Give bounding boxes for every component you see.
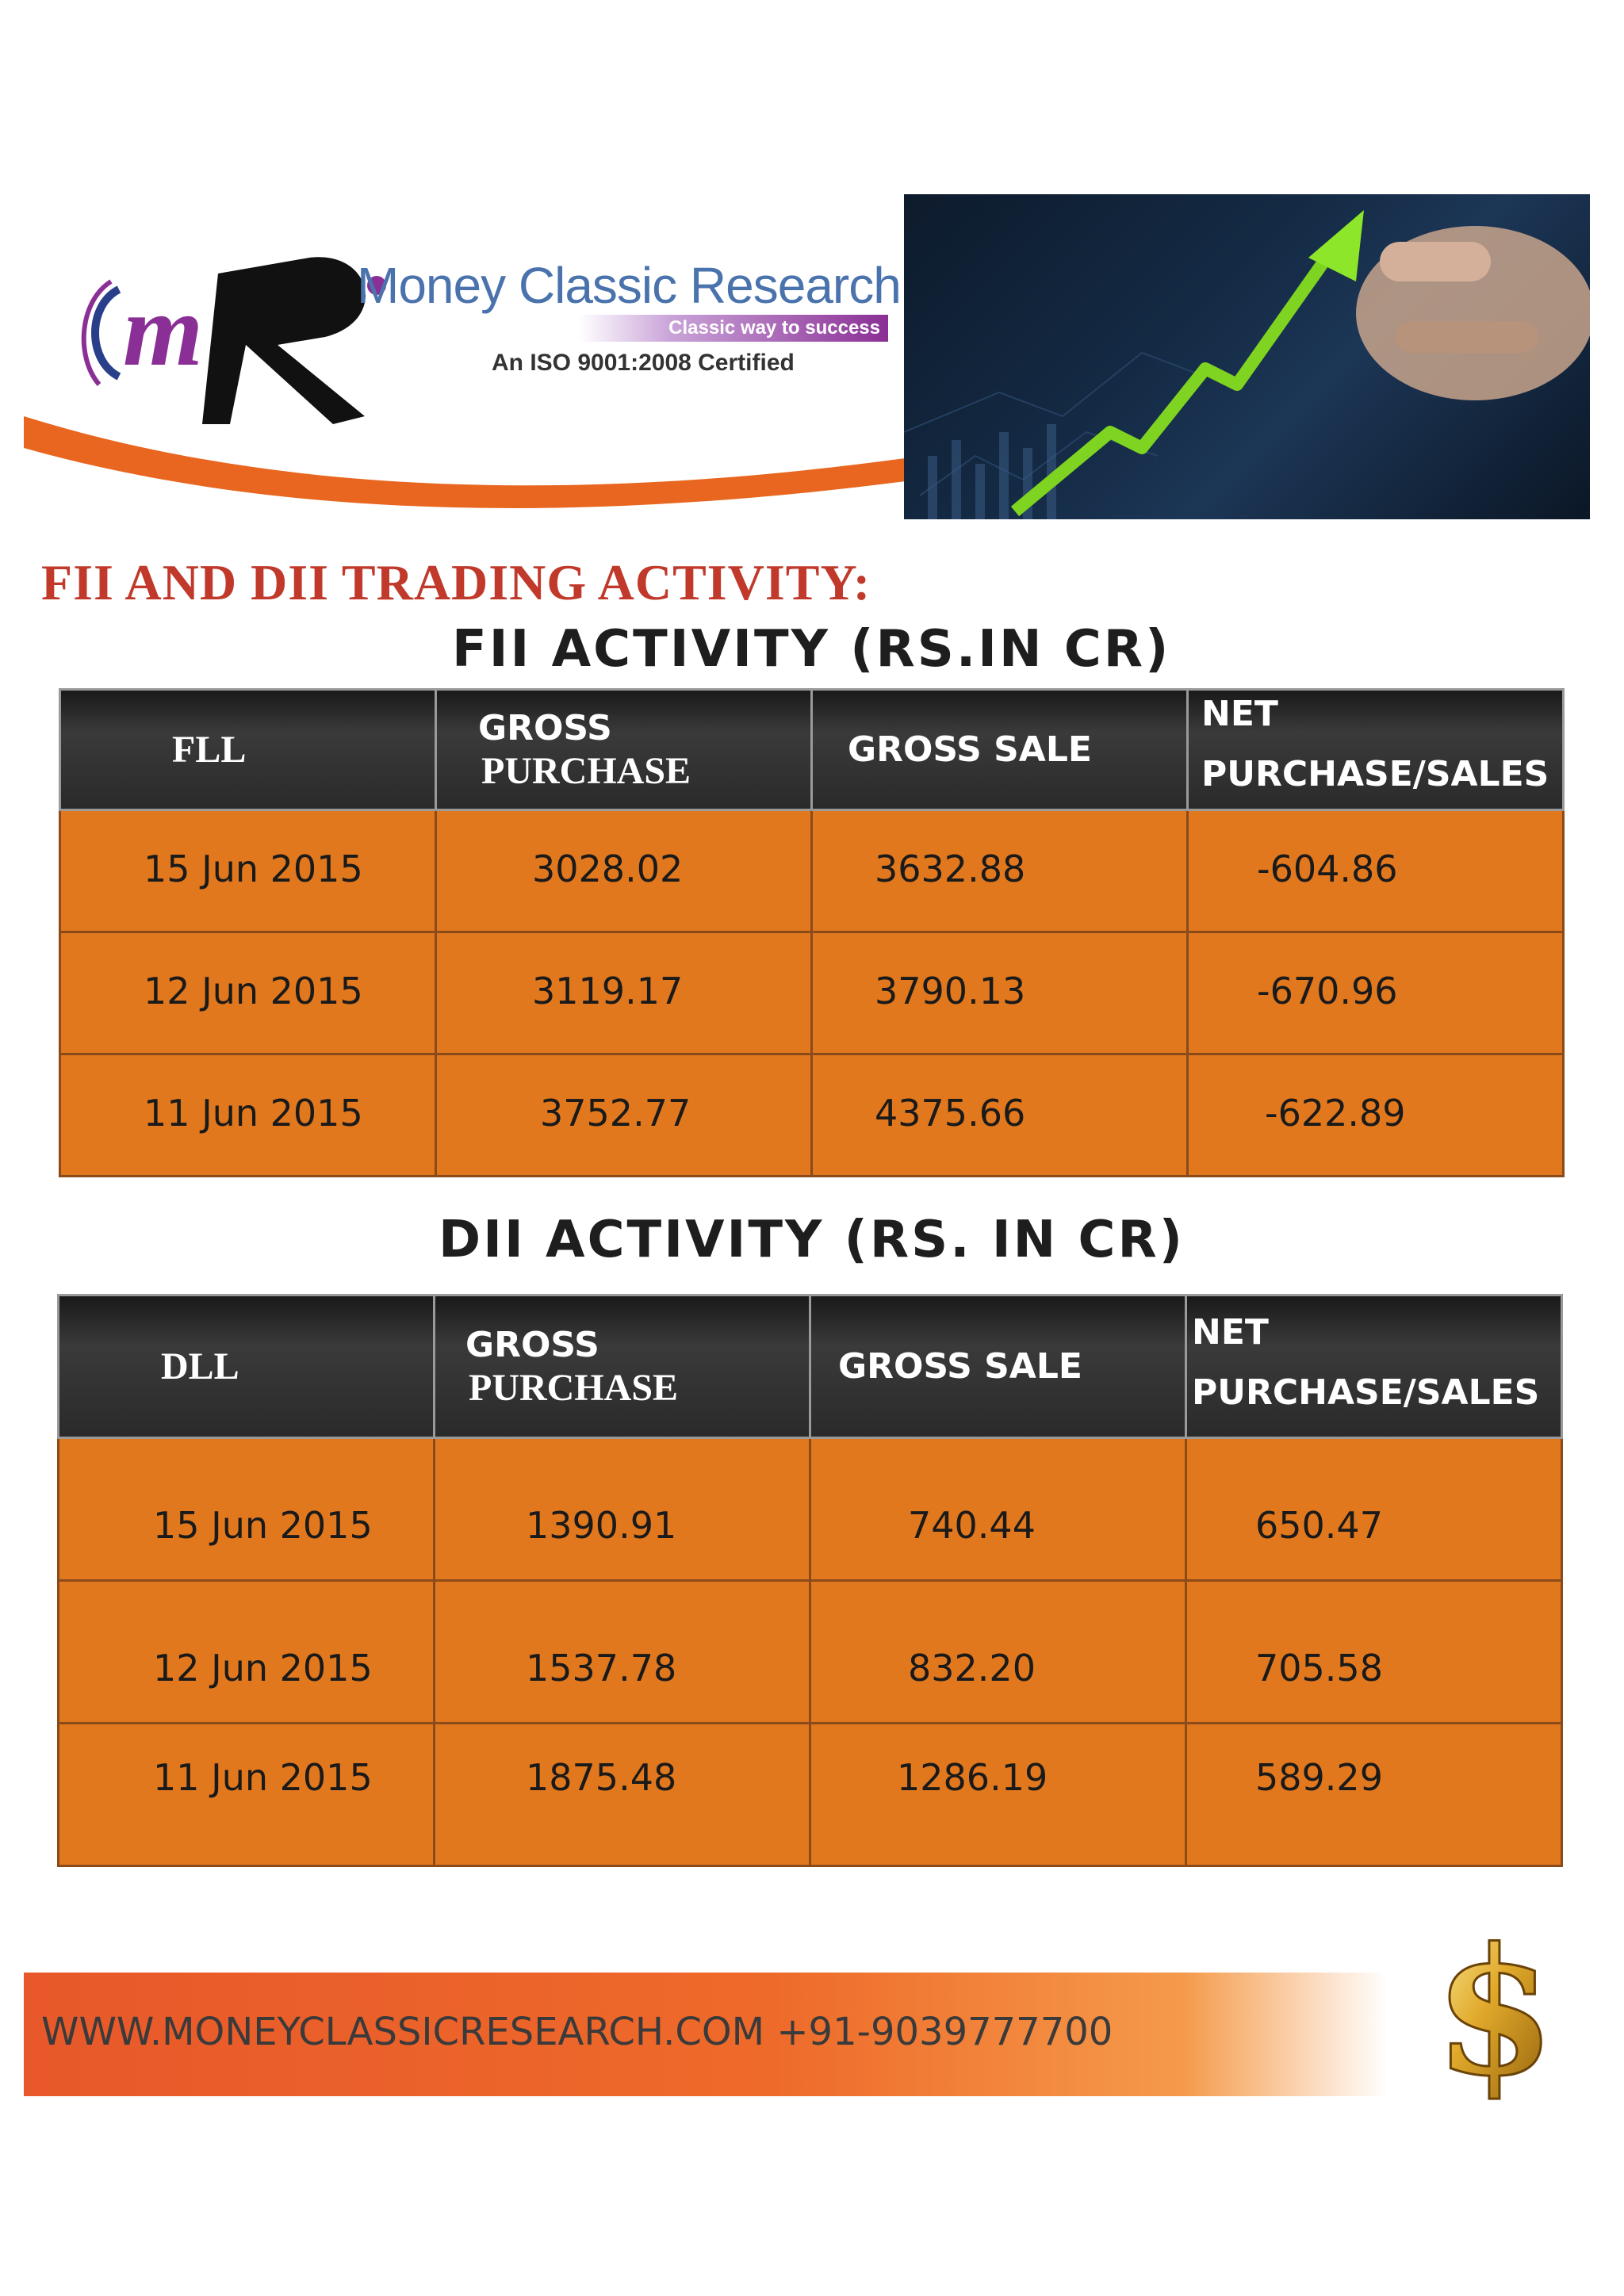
date-cell: 12 Jun 2015 <box>59 931 437 1055</box>
column-header-fll: FLL <box>59 688 437 811</box>
table-row: 15 Jun 2015 3028.02 3632.88 -604.86 <box>59 809 1565 933</box>
brand-name: Money Classic Research <box>357 257 902 314</box>
net-cell: -622.89 <box>1186 1053 1565 1177</box>
table-row: 12 Jun 2015 1537.78 832.20 705.58 <box>57 1579 1563 1724</box>
column-header-dll: DLL <box>57 1294 435 1439</box>
net-cell: 650.47 <box>1185 1437 1563 1582</box>
table-row: 11 Jun 2015 1875.48 1286.19 589.29 <box>57 1722 1563 1867</box>
date-cell: 11 Jun 2015 <box>59 1053 437 1177</box>
column-header-gross-sale: GROSS SALE <box>809 1294 1187 1439</box>
gross-purchase-cell: 3028.02 <box>435 809 813 933</box>
column-header-net-purchase-sales: NET PURCHASE/SALES <box>1186 688 1565 811</box>
table-header-row: FLL GROSS PURCHASE GROSS SALE NET PURCHA… <box>59 688 1565 811</box>
gross-purchase-cell: 1875.48 <box>433 1722 811 1867</box>
date-cell: 15 Jun 2015 <box>57 1437 435 1582</box>
page-title: FII AND DII TRADING ACTIVITY: <box>41 554 871 610</box>
gross-purchase-cell: 3119.17 <box>435 931 813 1055</box>
net-cell: 705.58 <box>1185 1579 1563 1724</box>
gross-sale-cell: 3790.13 <box>810 931 1189 1055</box>
dii-section-title: DII ACTIVITY (RS. IN CR) <box>439 1211 1185 1269</box>
date-cell: 11 Jun 2015 <box>57 1722 435 1867</box>
column-header-gross-purchase: GROSS PURCHASE <box>435 688 813 811</box>
column-header-net-purchase-sales: NET PURCHASE/SALES <box>1185 1294 1563 1439</box>
fii-section-title: FII ACTIVITY (RS.IN CR) <box>452 620 1171 679</box>
net-cell: 589.29 <box>1185 1722 1563 1867</box>
net-cell: -604.86 <box>1186 809 1565 933</box>
dollar-icon: $ <box>1433 1911 1557 2101</box>
footer-contact: WWW.MONEYCLASSICRESEARCH.COM +91-9039777… <box>41 2010 1113 2054</box>
svg-text:m: m <box>123 274 203 388</box>
fii-activity-table: FLL GROSS PURCHASE GROSS SALE NET PURCHA… <box>59 688 1565 1177</box>
gross-purchase-cell: 1390.91 <box>433 1437 811 1582</box>
gross-sale-cell: 832.20 <box>809 1579 1187 1724</box>
date-cell: 12 Jun 2015 <box>57 1579 435 1724</box>
mr-logo-icon: m <box>81 257 386 424</box>
gross-sale-cell: 740.44 <box>809 1437 1187 1582</box>
brand-tagline: Classic way to success <box>579 315 888 342</box>
gross-sale-cell: 3632.88 <box>810 809 1189 933</box>
header-banner: m Money Classic Research Classic way to … <box>24 194 1590 519</box>
dii-activity-table: DLL GROSS PURCHASE GROSS SALE NET PURCHA… <box>57 1294 1563 1867</box>
column-header-gross-sale: GROSS SALE <box>810 688 1189 811</box>
footer-bar <box>24 1973 1388 2096</box>
gross-purchase-cell: 3752.77 <box>435 1053 813 1177</box>
net-cell: -670.96 <box>1186 931 1565 1055</box>
growth-arrow-icon <box>1010 246 1338 517</box>
column-header-gross-purchase: GROSS PURCHASE <box>433 1294 811 1439</box>
gross-purchase-cell: 1537.78 <box>433 1579 811 1724</box>
table-row: 12 Jun 2015 3119.17 3790.13 -670.96 <box>59 931 1565 1055</box>
svg-text:$: $ <box>1434 1911 1555 2101</box>
table-header-row: DLL GROSS PURCHASE GROSS SALE NET PURCHA… <box>57 1294 1563 1439</box>
gross-sale-cell: 1286.19 <box>809 1722 1187 1867</box>
gross-sale-cell: 4375.66 <box>810 1053 1189 1177</box>
business-growth-photo <box>904 194 1590 519</box>
brand-certification: An ISO 9001:2008 Certified <box>492 350 795 376</box>
table-row: 11 Jun 2015 3752.77 4375.66 -622.89 <box>59 1053 1565 1177</box>
table-row: 15 Jun 2015 1390.91 740.44 650.47 <box>57 1437 1563 1582</box>
date-cell: 15 Jun 2015 <box>59 809 437 933</box>
